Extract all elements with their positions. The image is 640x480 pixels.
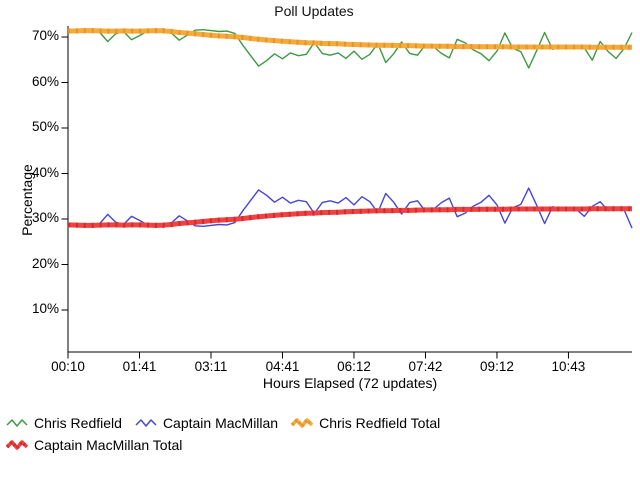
x-axis-title: Hours Elapsed (72 updates) (262, 375, 438, 391)
y-tick-label: 50% (31, 119, 59, 134)
legend-line-icon-chris-redfield (6, 419, 28, 427)
y-tick-label: 60% (31, 73, 59, 89)
y-tick-label: 40% (31, 164, 59, 180)
legend-label: Chris Redfield Total (319, 415, 441, 431)
x-tick-label: 04:41 (265, 359, 300, 374)
y-tick-label: 20% (31, 255, 59, 271)
x-tick-label: 09:12 (480, 359, 514, 374)
x-tick-label: 03:11 (194, 359, 228, 374)
legend-item-chris-redfield-total: Chris Redfield Total (291, 412, 440, 434)
x-tick-label: 01:41 (122, 359, 157, 374)
x-tick-label: 10:43 (551, 359, 586, 374)
x-tick-label: 07:42 (408, 359, 443, 374)
y-tick-label: 70% (31, 28, 59, 43)
legend-line-icon-chris-redfield-total (291, 417, 314, 429)
y-tick-label: 30% (31, 210, 59, 225)
series-line-chris-redfield-total (67, 28, 632, 50)
chart-legend: Chris Redfield Captain MacMillan Chris Red… (6, 412, 636, 456)
legend-item-chris-redfield: Chris Redfield (6, 412, 122, 434)
legend-label: Captain MacMillan Total (34, 437, 183, 453)
legend-label: Chris Redfield (34, 415, 122, 431)
x-tick-label: 06:12 (337, 359, 371, 374)
legend-line-icon-captain-macmillan-total (6, 439, 28, 451)
y-tick-label: 10% (31, 301, 59, 316)
series-line-captain-macmillan-total (67, 206, 632, 228)
y-axis-title: Percentage (19, 164, 35, 236)
legend-line-icon-captain-macmillan (135, 419, 157, 427)
legend-label: Captain MacMillan (162, 415, 279, 431)
x-tick-label: 00:10 (51, 359, 85, 374)
legend-item-captain-macmillan-total: Captain MacMillan Total (6, 434, 182, 456)
legend-item-captain-macmillan: Captain MacMillan (135, 412, 278, 434)
chart-title: Poll Updates (274, 3, 354, 19)
